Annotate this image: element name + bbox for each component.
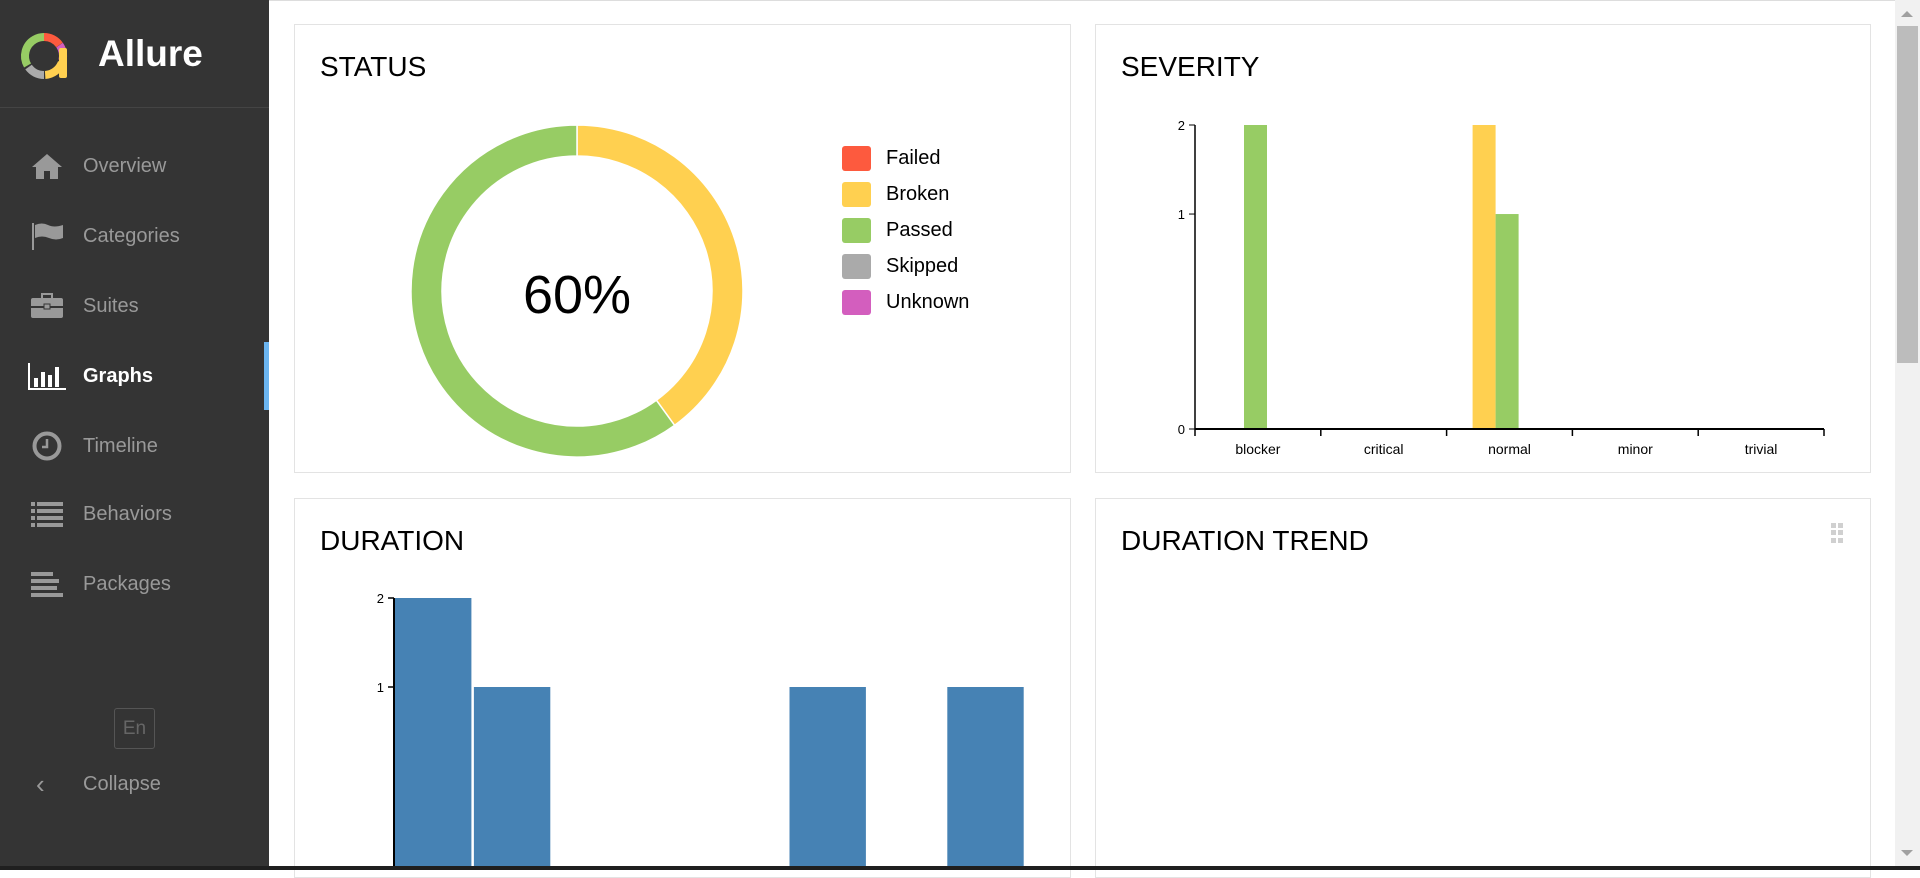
legend-label: Failed: [886, 146, 941, 169]
sidebar-item-label: Graphs: [83, 364, 154, 387]
legend-label: Broken: [886, 182, 950, 205]
sidebar-item-label: Behaviors: [83, 502, 172, 525]
collapse-label: Collapse: [83, 773, 161, 795]
divider: [269, 0, 1896, 1]
legend-swatch: [842, 145, 871, 171]
scroll-down-icon[interactable]: [1901, 850, 1913, 856]
sidebar-item-packages[interactable]: Packages: [0, 554, 269, 614]
sidebar-item-suites[interactable]: Suites: [0, 276, 269, 336]
list-icon: [27, 498, 67, 530]
flag-icon: [27, 220, 67, 252]
sidebar-item-label: Overview: [83, 154, 167, 177]
language-button[interactable]: En: [114, 708, 155, 749]
bar-chart-icon: [27, 360, 67, 392]
legend-label: Unknown: [886, 290, 970, 313]
card-title: DURATION: [320, 525, 465, 556]
card-title: STATUS: [320, 51, 427, 82]
sidebar-item-timeline[interactable]: Timeline: [0, 416, 269, 476]
sidebar-item-label: Packages: [83, 572, 171, 595]
clock-icon: [27, 430, 67, 462]
allure-logo-icon: [20, 33, 67, 79]
vertical-scrollbar[interactable]: [1895, 0, 1920, 866]
sidebar-item-categories[interactable]: Categories: [0, 206, 269, 266]
legend-item-broken[interactable]: Broken: [842, 180, 949, 208]
card-title: SEVERITY: [1121, 51, 1260, 82]
chevron-left-icon: ‹: [36, 769, 45, 799]
sidebar-item-overview[interactable]: Overview: [0, 136, 269, 196]
briefcase-icon: [27, 290, 67, 322]
card-title: DURATION TREND: [1121, 525, 1369, 556]
legend-swatch: [842, 217, 871, 243]
align-left-icon: [27, 568, 67, 600]
collapse-button[interactable]: ‹ Collapse: [0, 766, 269, 802]
sidebar-item-behaviors[interactable]: Behaviors: [0, 484, 269, 544]
duration-card: DURATION: [294, 498, 1071, 878]
severity-card: SEVERITY: [1095, 24, 1871, 473]
legend-item-skipped[interactable]: Skipped: [842, 252, 958, 280]
legend-swatch: [842, 181, 871, 207]
app-name: Allure: [98, 33, 203, 74]
legend-swatch: [842, 289, 871, 315]
legend-item-failed[interactable]: Failed: [842, 144, 940, 172]
legend-label: Passed: [886, 218, 953, 241]
status-card: STATUS: [294, 24, 1071, 473]
scrollbar-thumb[interactable]: [1897, 26, 1918, 363]
drag-handle-icon[interactable]: [1831, 523, 1845, 545]
bottom-bar: [0, 866, 1920, 870]
logo[interactable]: Allure: [0, 0, 269, 108]
sidebar-item-label: Categories: [83, 224, 180, 247]
sidebar-item-label: Suites: [83, 294, 139, 317]
legend-item-passed[interactable]: Passed: [842, 216, 953, 244]
duration-trend-card: DURATION TREND: [1095, 498, 1871, 878]
active-indicator: [264, 342, 269, 410]
legend-swatch: [842, 253, 871, 279]
scroll-up-icon[interactable]: [1901, 11, 1913, 17]
legend-item-unknown[interactable]: Unknown: [842, 288, 969, 316]
sidebar: Allure Overview Categories Suites Graphs…: [0, 0, 269, 866]
sidebar-item-label: Timeline: [83, 434, 158, 457]
sidebar-item-graphs[interactable]: Graphs: [0, 346, 269, 406]
legend-label: Skipped: [886, 254, 959, 277]
home-icon: [27, 150, 67, 182]
